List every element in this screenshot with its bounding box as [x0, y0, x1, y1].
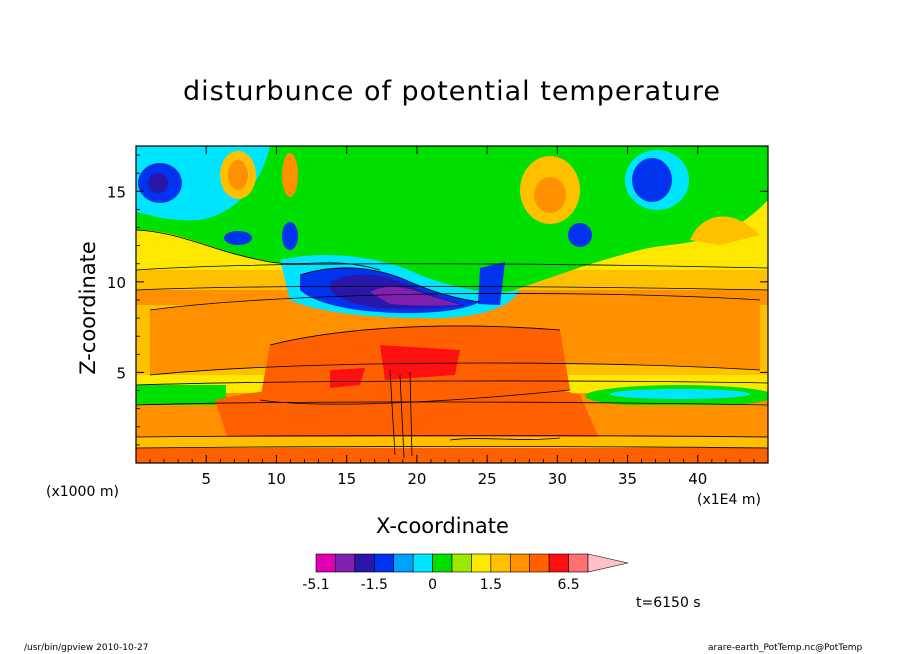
colorbar-swatch [548, 553, 569, 573]
upper-blue-dot-left [224, 231, 252, 245]
trough-blue-right [478, 262, 505, 305]
contour-line [389, 369, 413, 459]
colorbar-swatch [393, 553, 414, 573]
y-tick-label: 5 [116, 364, 126, 382]
contour-line [136, 435, 768, 438]
colorbar-swatch [568, 553, 589, 573]
colorbar-swatch [315, 553, 336, 573]
plot-frame [135, 145, 769, 464]
colorbar-swatch [335, 553, 356, 573]
contour-line [136, 229, 381, 271]
x-tick-label: 5 [201, 470, 211, 488]
colorbar-label: 0 [428, 577, 437, 593]
colorbar-label: -5.1 [302, 577, 329, 593]
time-annotation: t=6150 s [636, 595, 701, 611]
colorbar-label: -1.5 [361, 577, 388, 593]
colorbar-swatch [529, 553, 550, 573]
colorbar-swatch [432, 553, 453, 573]
colorbar-label: 1.5 [480, 577, 502, 593]
x-tick-label: 15 [337, 470, 356, 488]
contour-line [136, 446, 768, 449]
upper-blue-dot-mid [282, 222, 298, 250]
upper-right-gold [690, 216, 760, 245]
colorbar-swatch [373, 553, 395, 573]
y-tick-label: 15 [107, 183, 126, 201]
chart-title: disturbunce of potential temperature [183, 76, 721, 107]
contour-line [449, 437, 561, 441]
y-tick-label: 10 [107, 274, 126, 292]
colorbar-label: 6.5 [557, 577, 579, 593]
upper-blue-dot-right [568, 223, 592, 247]
contour-line [136, 401, 768, 406]
colorbar-swatch [412, 553, 433, 573]
contour-lines [136, 229, 768, 459]
contour-line [149, 362, 761, 376]
upper-right-blue [632, 158, 672, 202]
upper-orange-right [534, 177, 566, 213]
colorbar-swatch [451, 553, 472, 573]
red-patch-left [330, 368, 365, 388]
contour-line [269, 325, 561, 346]
contour-line [136, 380, 768, 386]
y-ticks: 5 10 15 [107, 154, 768, 446]
colorbar-extend-arrow [587, 553, 629, 573]
x-axis-label: X-coordinate [376, 514, 509, 538]
x-tick-label: 30 [548, 470, 567, 488]
colorbar-swatch [509, 553, 531, 573]
footer-left: /usr/bin/gpview 2010-10-27 [24, 643, 149, 653]
x-tick-label: 40 [688, 470, 707, 488]
upper-orange-stripe [282, 153, 298, 197]
colorbar-swatch [490, 553, 511, 573]
red-core [380, 345, 460, 380]
upper-orange-left [228, 160, 248, 190]
x-tick-label: 25 [478, 470, 497, 488]
x-tick-label: 20 [407, 470, 426, 488]
colorbar-swatch [354, 553, 375, 573]
contour-line [136, 263, 768, 271]
colorbar: -5.1 -1.5 0 1.5 6.5 [302, 553, 629, 593]
colorbar-swatch [471, 553, 492, 573]
contour-line [149, 293, 761, 311]
footer-right: arare-earth_PotTemp.nc@PotTemp [708, 643, 863, 653]
x-tick-label: 10 [267, 470, 286, 488]
cyan-right-lower [610, 389, 750, 399]
contour-field [136, 146, 768, 463]
x-multiplier-label: (x1E4 m) [697, 492, 761, 508]
trough-purple [370, 286, 460, 306]
x-tick-label: 35 [618, 470, 637, 488]
contour-line [299, 267, 481, 303]
x-unit-label: (x1000 m) [46, 484, 119, 500]
contour-line [136, 285, 768, 291]
upper-left-navy [148, 173, 168, 193]
band-surface-orange [136, 448, 768, 463]
contour-line [259, 389, 571, 405]
x-ticks: 5 10 15 20 25 30 35 40 [149, 146, 755, 488]
